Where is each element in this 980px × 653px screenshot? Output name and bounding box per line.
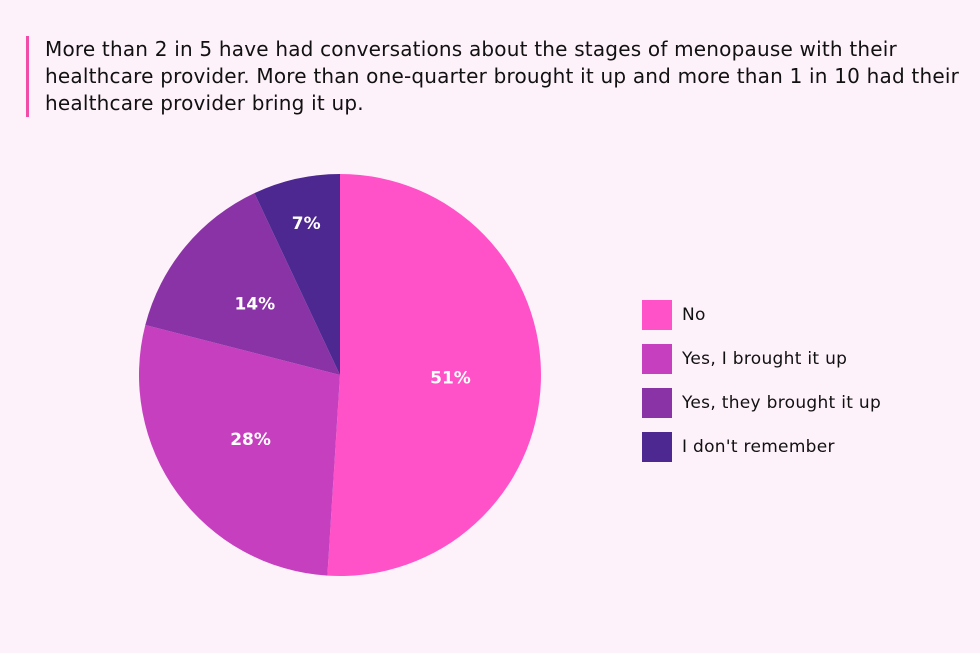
pie-slice-3 xyxy=(254,174,340,375)
legend-item-3: I don't remember xyxy=(642,425,881,469)
legend-label: I don't remember xyxy=(682,437,835,457)
chart-legend: No Yes, I brought it up Yes, they brought … xyxy=(642,293,881,469)
pie-slice-0 xyxy=(327,174,541,576)
slice-value-label-2: 14% xyxy=(234,295,275,315)
legend-label: Yes, they brought it up xyxy=(682,393,882,413)
chart-title-block: More than 2 in 5 have had conversations … xyxy=(26,36,975,117)
legend-swatch xyxy=(642,300,672,330)
legend-swatch xyxy=(642,388,672,418)
legend-label: Yes, I brought it up xyxy=(682,349,848,369)
legend-item-1: Yes, I brought it up xyxy=(642,337,881,381)
chart-title: More than 2 in 5 have had conversations … xyxy=(45,37,960,115)
legend-item-2: Yes, they brought it up xyxy=(642,381,881,425)
pie-slice-1 xyxy=(138,325,340,576)
legend-item-0: No xyxy=(642,293,881,337)
slice-value-label-3: 7% xyxy=(292,214,321,234)
legend-label: No xyxy=(682,305,706,325)
slice-value-label-0: 51% xyxy=(430,368,471,388)
legend-swatch xyxy=(642,432,672,462)
slice-value-label-1: 28% xyxy=(230,430,271,450)
legend-swatch xyxy=(642,344,672,374)
pie-slice-2 xyxy=(145,193,340,375)
